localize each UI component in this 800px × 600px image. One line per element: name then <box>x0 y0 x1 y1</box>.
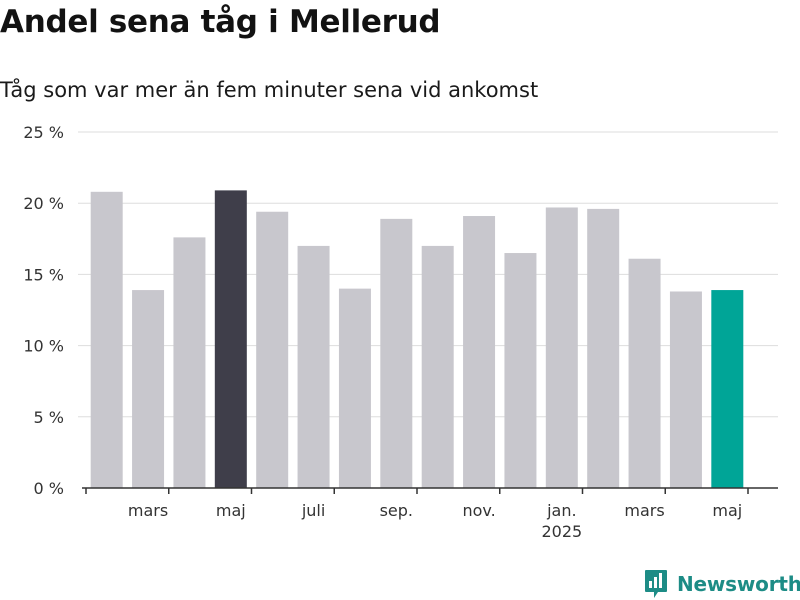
bar-feb-2025 <box>587 208 620 488</box>
bar-dec-2024 <box>504 253 537 488</box>
x-year-label: 2025 <box>541 522 582 541</box>
bar-mars-2025 <box>628 258 661 488</box>
x-tick-label: juli <box>301 501 325 520</box>
chart-subtitle: Tåg som var mer än fem minuter sena vid … <box>0 78 539 102</box>
x-tick-label: mars <box>128 501 168 520</box>
x-axis: mars maj juli sep. nov. jan. mars maj 2025 <box>82 487 778 541</box>
y-tick-label: 25 % <box>23 123 64 142</box>
newsworthy-logo: Newsworthy <box>644 568 800 600</box>
bar-feb-2024 <box>90 191 123 489</box>
bar-chart: 0 % 5 % 10 % 15 % 20 % 25 % mars maj juli sep. no… <box>23 123 778 541</box>
bar-mars-2024 <box>132 290 165 488</box>
newsworthy-logo-text: Newsworthy <box>677 572 800 596</box>
bar-maj-2025 <box>711 290 744 488</box>
x-tick-label: maj <box>712 501 742 520</box>
bar-juni-2024 <box>256 211 289 488</box>
y-tick-label: 20 % <box>23 194 64 213</box>
y-tick-label: 5 % <box>34 408 64 427</box>
x-tick-label: mars <box>624 501 664 520</box>
newsworthy-logo-icon <box>645 570 667 598</box>
y-axis-tick-labels: 0 % 5 % 10 % 15 % 20 % 25 % <box>23 123 64 498</box>
y-tick-label: 10 % <box>23 337 64 356</box>
bars <box>90 190 744 489</box>
bar-jan-2025 <box>545 207 578 489</box>
y-tick-label: 15 % <box>23 265 64 284</box>
bar-sep-2024 <box>380 218 413 488</box>
bar-juli-2024 <box>297 245 330 488</box>
bar-okt-2024 <box>421 245 454 488</box>
x-tick-label: sep. <box>380 501 413 520</box>
chart-title: Andel sena tåg i Mellerud <box>0 4 441 40</box>
bar-nov-2024 <box>463 216 496 489</box>
x-tick-label: maj <box>216 501 246 520</box>
y-tick-label: 0 % <box>34 479 64 498</box>
x-tick-label: jan. <box>546 501 576 520</box>
bar-aug-2024 <box>338 288 371 488</box>
x-tick-label: nov. <box>462 501 495 520</box>
bar-apr-2025 <box>669 291 702 488</box>
bar-maj-2024 <box>214 190 247 488</box>
bar-apr-2024 <box>173 237 206 488</box>
